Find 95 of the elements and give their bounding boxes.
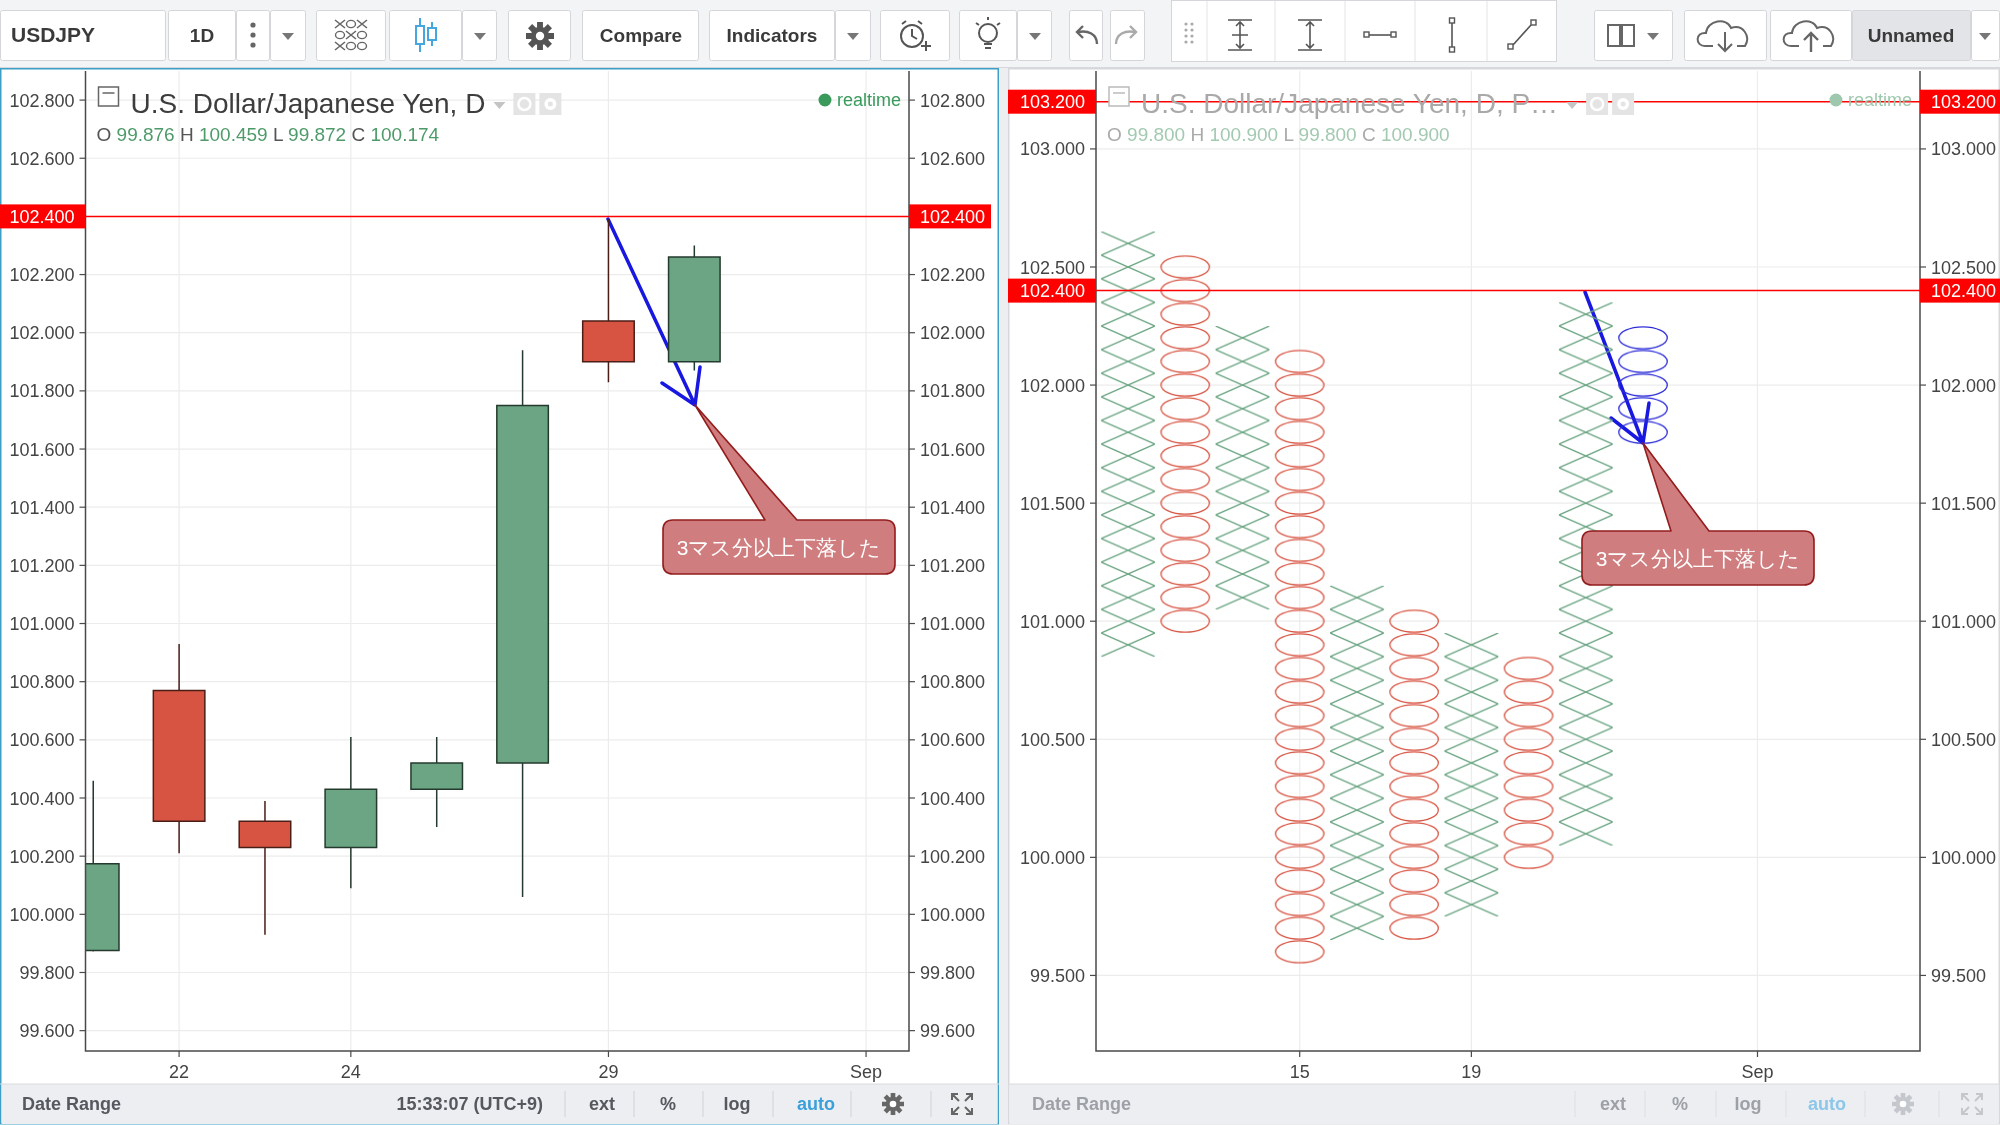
y-tick-label: 101.800 <box>9 381 75 402</box>
y2-tick-label: 100.400 <box>920 788 986 809</box>
y2-tick-label: 99.500 <box>1931 965 1987 986</box>
y2-tick-label: 100.200 <box>920 846 986 867</box>
text: Indicators <box>726 25 818 46</box>
y-tick-label: 102.800 <box>9 90 75 111</box>
x-tick-label: 19 <box>1461 1062 1482 1082</box>
bar <box>1158 255 1213 634</box>
y-tick-label: 101.500 <box>1019 493 1085 514</box>
annotation: 3マス分以上下落した <box>1595 546 1801 570</box>
y-tick-label: 99.500 <box>1029 965 1085 986</box>
y-tick-label: 102.200 <box>9 265 75 286</box>
y2-tick-label: 102.200 <box>920 265 986 286</box>
y-tick-label: 100.600 <box>9 730 75 751</box>
y2-tick-label: 102.800 <box>920 90 986 111</box>
y2-tick-label: 100.500 <box>1931 729 1997 750</box>
y-tick-label: 102.500 <box>1019 257 1085 278</box>
text: 102.400 <box>920 206 986 227</box>
bar <box>1501 656 1556 870</box>
y2-tick-label: 103.000 <box>1931 139 1997 160</box>
y-tick-label: 100.000 <box>9 904 75 925</box>
y-tick-label: 100.400 <box>9 788 75 809</box>
x-tick-label: Sep <box>1741 1062 1774 1082</box>
ref-line-label: 102.400 <box>9 206 75 227</box>
y-tick-label: 101.400 <box>9 497 75 518</box>
y-tick-label: 100.500 <box>1019 729 1085 750</box>
candlestick <box>496 349 550 898</box>
bar <box>1616 326 1670 445</box>
y2-tick-label: 100.000 <box>920 904 986 925</box>
y-tick-label: 100.200 <box>9 846 75 867</box>
text: 103.200 <box>1931 92 1997 113</box>
text: auto <box>1808 1094 1846 1114</box>
y-tick-label: 101.000 <box>9 614 75 635</box>
y2-tick-label: 101.000 <box>1931 611 1997 632</box>
candlestick <box>667 244 721 372</box>
text: Date Range <box>22 1094 122 1114</box>
y2-tick-label: 102.000 <box>920 323 986 344</box>
ref-line-label: 103.200 <box>1019 92 1085 113</box>
text: ext <box>588 1094 616 1114</box>
y-tick-label: 102.000 <box>9 323 75 344</box>
y-tick-label: 101.200 <box>9 555 75 576</box>
y2-tick-label: 101.000 <box>920 614 986 635</box>
text: 102.400 <box>1931 281 1997 302</box>
text: auto <box>797 1094 835 1114</box>
y2-tick-label: 100.800 <box>920 672 986 693</box>
y2-tick-label: 99.800 <box>920 962 976 983</box>
x-tick-label: 29 <box>598 1062 619 1082</box>
text: 1D <box>189 25 215 46</box>
y-tick-label: 99.600 <box>19 1021 75 1042</box>
y2-tick-label: 102.600 <box>920 148 986 169</box>
y2-tick-label: 99.600 <box>920 1021 976 1042</box>
y2-tick-label: 101.800 <box>920 381 986 402</box>
text: U.S. Dollar/Japanese Yen, D <box>130 88 486 119</box>
x-tick-label: 15 <box>1289 1062 1310 1082</box>
x-tick-label: Sep <box>850 1062 883 1082</box>
candlestick <box>410 736 464 828</box>
text: Date Range <box>1032 1094 1132 1114</box>
y-tick-label: 103.000 <box>1019 139 1085 160</box>
text: Unnamed <box>1867 25 1955 46</box>
y-tick-label: 101.600 <box>9 439 75 460</box>
text: log <box>723 1094 751 1114</box>
text: O 99.876 H 100.459 L 99.872 C 100.174 <box>96 124 440 145</box>
y2-tick-label: 100.600 <box>920 730 986 751</box>
y2-tick-label: 101.500 <box>1931 493 1997 514</box>
y-tick-label: 99.800 <box>19 962 75 983</box>
y2-tick-label: 100.000 <box>1931 847 1997 868</box>
y2-tick-label: 102.000 <box>1931 375 1997 396</box>
text: % <box>1671 1094 1689 1114</box>
y2-tick-label: 101.600 <box>920 439 986 460</box>
y2-tick-label: 101.200 <box>920 555 986 576</box>
y-tick-label: 100.000 <box>1019 847 1085 868</box>
x-tick-label: 24 <box>340 1062 361 1082</box>
candlestick <box>581 218 635 383</box>
text: log <box>1734 1094 1762 1114</box>
candlestick <box>238 800 292 936</box>
text: ext <box>1599 1094 1627 1114</box>
text: % <box>659 1094 677 1114</box>
y-tick-label: 102.000 <box>1019 375 1085 396</box>
y-tick-label: 102.600 <box>9 148 75 169</box>
y2-tick-label: 102.500 <box>1931 257 1997 278</box>
annotation: realtime <box>836 90 901 110</box>
y2-tick-label: 101.400 <box>920 497 986 518</box>
text: 15:33:07 (UTC+9) <box>396 1094 543 1114</box>
candlestick <box>152 643 206 855</box>
y-tick-label: 101.000 <box>1019 611 1085 632</box>
text: O 99.800 H 100.900 L 99.800 C 100.900 <box>1107 124 1450 145</box>
x-tick-label: 22 <box>169 1062 190 1082</box>
bar <box>1387 609 1442 941</box>
candlestick <box>324 736 378 889</box>
text: USDJPY <box>11 23 96 46</box>
text: Compare <box>599 25 683 46</box>
annotation: 3マス分以上下落した <box>676 535 882 559</box>
y-tick-label: 100.800 <box>9 672 75 693</box>
ref-line-label: 102.400 <box>1019 281 1085 302</box>
bar <box>1272 349 1327 964</box>
